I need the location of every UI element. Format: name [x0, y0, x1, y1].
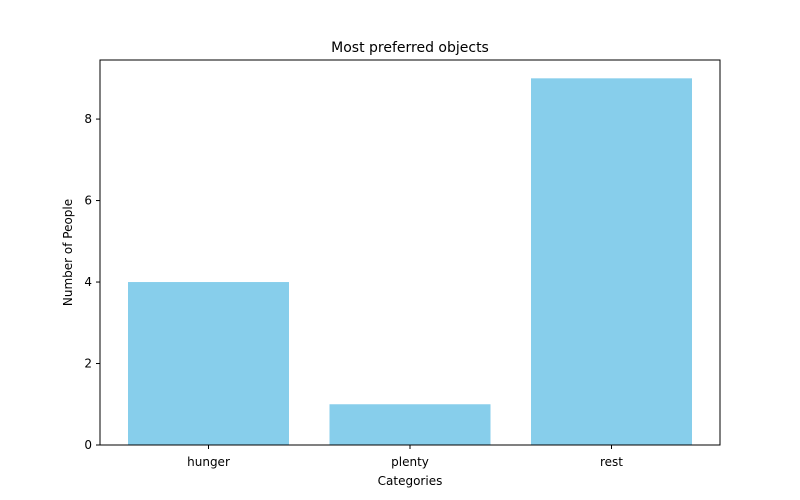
bar-plenty [329, 404, 491, 445]
bars-layer [128, 78, 692, 445]
y-tick-label-4: 4 [84, 275, 92, 289]
x-tick-label-plenty: plenty [391, 455, 429, 469]
x-axis: hunger plenty rest [187, 445, 623, 469]
x-tick-label-hunger: hunger [187, 455, 230, 469]
x-axis-label: Categories [378, 474, 443, 488]
y-tick-label-2: 2 [84, 357, 92, 371]
y-axis-label: Number of People [61, 199, 75, 306]
y-tick-label-6: 6 [84, 194, 92, 208]
x-tick-label-rest: rest [600, 455, 623, 469]
y-tick-label-0: 0 [84, 438, 92, 452]
bar-hunger [128, 282, 289, 445]
y-tick-label-8: 8 [84, 112, 92, 126]
bar-rest [531, 78, 692, 445]
chart-title: Most preferred objects [331, 40, 489, 56]
y-axis: 0 2 4 6 8 [84, 112, 100, 452]
